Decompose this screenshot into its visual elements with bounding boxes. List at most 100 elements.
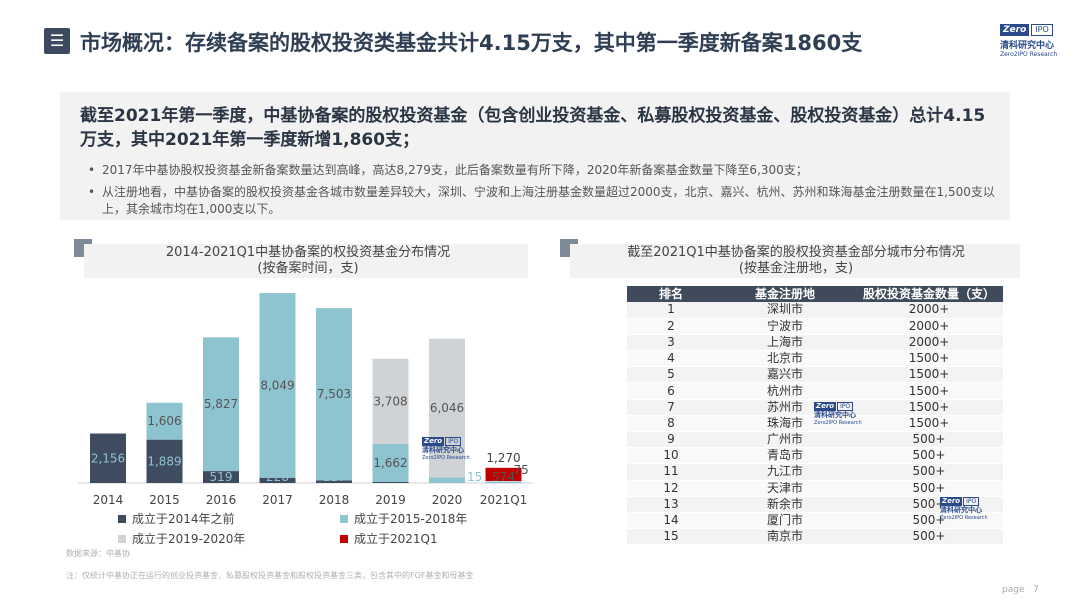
bar-segment [485, 481, 522, 482]
data-label: 6,046 [430, 401, 464, 415]
table-row: 8 珠海市 1500+ [627, 415, 1003, 433]
bar-segment [259, 477, 296, 483]
summary-bullets: 2017年中基协股权投资基金新备案数量达到高峰，高达8,279支，此后备案数量有… [88, 162, 998, 223]
footnote: 注：仅统计中基协正在运行的创业投资基金、私募股权投资基金和股权投资基金三类，包含… [66, 571, 474, 580]
count-cell: 1500+ [855, 350, 1003, 368]
bar-segment [372, 482, 409, 483]
bar-segment [372, 443, 409, 482]
rank-cell: 8 [627, 415, 715, 433]
rank-cell: 10 [627, 447, 715, 465]
summary-bullet: 2017年中基协股权投资基金新备案数量达到高峰，高达8,279支，此后备案数量有… [88, 162, 998, 179]
left-section-title: 2014-2021Q1中基协备案的权投资基金分布情况 (按备案时间，支) [165, 245, 451, 276]
total-label: 1,270 [486, 451, 520, 465]
city-cell: 上海市 [715, 334, 855, 352]
table-row: 1 深圳市 2000+ [627, 302, 1003, 319]
column-header-count: 股权投资基金数量（支） [855, 286, 1003, 302]
data-label: 3,708 [373, 394, 407, 408]
bar-segment [316, 480, 352, 483]
x-tick-label: 2016 [206, 493, 237, 507]
summary-bullet: 从注册地看，中基协备案的股权投资基金各城市数量差异较大，深圳、宁波和上海注册基金… [88, 184, 998, 218]
count-cell: 1500+ [855, 399, 1003, 416]
bar-segment [146, 439, 183, 483]
table-row: 2 宁波市 2000+ [627, 318, 1003, 335]
data-label: 5,827 [204, 397, 238, 411]
x-tick-label: 2014 [93, 493, 124, 507]
rank-cell: 6 [627, 382, 715, 400]
table-row: 12 天津市 500+ [627, 480, 1003, 497]
legend-item: 成立于2019-2020年 [118, 530, 245, 547]
top-bar [0, 0, 1080, 62]
stacked-bar-chart: 2,15620141,8891,60620155195,82720162288,… [78, 293, 532, 507]
x-tick-label: 2017 [262, 493, 293, 507]
count-cell: 1500+ [855, 415, 1003, 433]
rank-cell: 9 [627, 431, 715, 449]
bar-segment [203, 337, 239, 472]
count-cell: 500+ [855, 447, 1003, 465]
city-cell: 深圳市 [715, 302, 855, 319]
data-label: 75 [514, 463, 529, 477]
bar-segment [203, 471, 239, 483]
legend-item: 成立于2015-2018年 [340, 510, 467, 527]
city-distribution-table: 排名 基金注册地 股权投资基金数量（支） 1 深圳市 2000+ 2 宁波市 2000+ 3… [627, 286, 1003, 546]
table-row: 5 嘉兴市 1500+ [627, 366, 1003, 384]
rank-cell: 2 [627, 318, 715, 335]
data-source: 数据来源：中基协 [66, 549, 130, 558]
right-section-title: 截至2021Q1中基协备案的股权投资基金部分城市分布情况 (按基金注册地，支) [627, 245, 965, 276]
bar-segment [146, 402, 183, 440]
bar-segment [429, 338, 465, 478]
menu-icon[interactable]: ☰ [44, 28, 70, 54]
x-tick-label: 2015 [149, 493, 180, 507]
table-row: 11 九江市 500+ [627, 463, 1003, 481]
data-label: 2,156 [91, 451, 125, 465]
city-cell: 珠海市 [715, 415, 855, 433]
data-label: 1,889 [147, 454, 181, 468]
bar-segment [485, 467, 522, 481]
city-cell: 嘉兴市 [715, 366, 855, 384]
table-header-row: 排名 基金注册地 股权投资基金数量（支） [627, 286, 1003, 302]
right-section-band [570, 244, 1020, 278]
legend-item: 成立于2021Q1 [340, 530, 438, 547]
rank-cell: 14 [627, 512, 715, 530]
data-label: 7,503 [317, 387, 351, 401]
table-row: 15 南京市 500+ [627, 528, 1003, 546]
count-cell: 2000+ [855, 334, 1003, 352]
rank-cell: 13 [627, 496, 715, 513]
count-cell: 2000+ [855, 318, 1003, 335]
city-cell: 广州市 [715, 431, 855, 449]
city-cell: 青岛市 [715, 447, 855, 465]
city-cell: 北京市 [715, 350, 855, 368]
data-label: 1,606 [147, 414, 181, 428]
table-row: 10 青岛市 500+ [627, 447, 1003, 465]
summary-headline: 截至2021年第一季度，中基协备案的股权投资基金（包含创业投资基金、私募股权投资… [80, 106, 986, 150]
count-cell: 2000+ [855, 302, 1003, 319]
count-cell: 500+ [855, 512, 1003, 530]
rank-cell: 4 [627, 350, 715, 368]
bar-segment [90, 433, 126, 483]
city-cell: 南京市 [715, 528, 855, 546]
footer-bar [0, 565, 1080, 608]
rank-cell: 1 [627, 302, 715, 319]
count-cell: 1500+ [855, 366, 1003, 384]
table-row: 14 厦门市 500+ [627, 512, 1003, 530]
count-cell: 1500+ [855, 382, 1003, 400]
column-header-city: 基金注册地 [715, 286, 855, 302]
legend-item: 成立于2014年之前 [118, 510, 235, 527]
rank-cell: 15 [627, 528, 715, 546]
table-row: 4 北京市 1500+ [627, 350, 1003, 368]
table-row: 3 上海市 2000+ [627, 334, 1003, 352]
city-cell: 厦门市 [715, 512, 855, 530]
count-cell: 500+ [855, 463, 1003, 481]
city-cell: 宁波市 [715, 318, 855, 335]
data-label: 15 [467, 470, 482, 484]
count-cell: 500+ [855, 431, 1003, 449]
rank-cell: 7 [627, 399, 715, 416]
count-cell: 500+ [855, 496, 1003, 513]
rank-cell: 5 [627, 366, 715, 384]
page-number: page 7 [1002, 585, 1039, 595]
city-cell: 新余市 [715, 496, 855, 513]
city-cell: 杭州市 [715, 382, 855, 400]
data-label: 519 [210, 470, 233, 484]
x-tick-label: 2019 [375, 493, 406, 507]
